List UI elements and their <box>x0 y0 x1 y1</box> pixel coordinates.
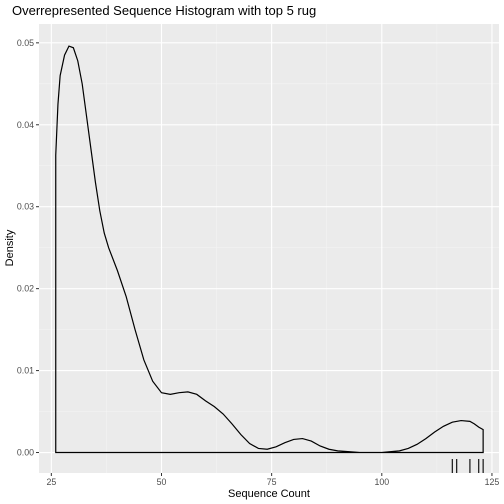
y-tick-label: 0.05 <box>17 38 34 48</box>
x-tick-label: 25 <box>46 477 56 487</box>
grid-minor <box>39 24 499 473</box>
y-axis-title: Density <box>4 229 16 266</box>
y-axis-ticks: 0.00 0.01 0.02 0.03 0.04 0.05 <box>17 38 39 458</box>
x-tick-label: 75 <box>267 477 277 487</box>
plot-panel <box>39 24 499 473</box>
x-axis-ticks: 25 50 75 100 125 <box>46 473 499 487</box>
x-tick-label: 125 <box>485 477 500 487</box>
x-tick-label: 100 <box>374 477 389 487</box>
y-tick-label: 0.02 <box>17 284 34 294</box>
rug-marks <box>451 459 484 473</box>
grid-major <box>39 24 499 473</box>
chart-title: Overrepresented Sequence Histogram with … <box>12 3 316 18</box>
y-tick-label: 0.04 <box>17 120 34 130</box>
density-curve <box>55 45 484 454</box>
y-tick-label: 0.03 <box>17 202 34 212</box>
y-tick-label: 0.00 <box>17 448 34 458</box>
y-tick-label: 0.01 <box>17 366 34 376</box>
x-tick-label: 50 <box>157 477 167 487</box>
x-axis-title: Sequence Count <box>228 488 310 500</box>
